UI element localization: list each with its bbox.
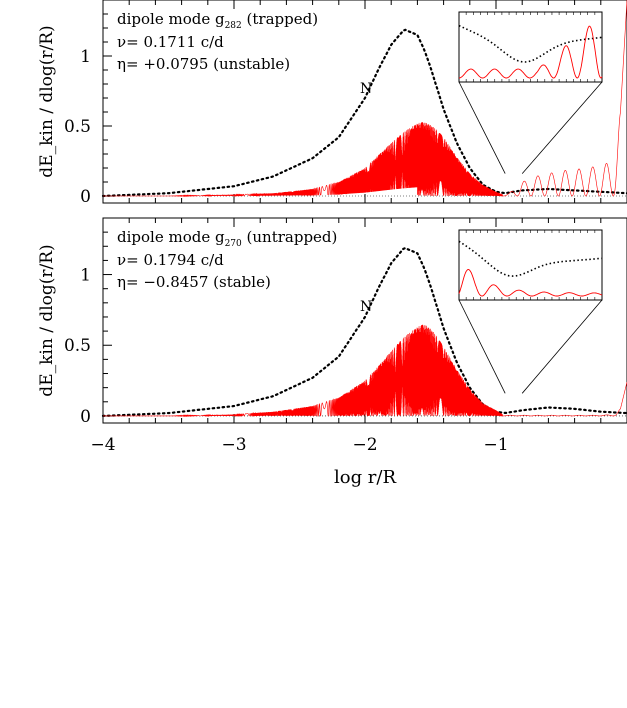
inset-zoom bbox=[458, 229, 603, 301]
y-axis-label: dE_kin / dlog(r/R) bbox=[37, 244, 57, 396]
growth-rate-label: η= −0.8457 (stable) bbox=[117, 273, 271, 291]
inset-connector bbox=[521, 81, 603, 174]
inset-frame bbox=[458, 229, 603, 301]
inset-dekin-curve bbox=[458, 269, 603, 297]
bottom-panel: 0 0.5 1 −4 −3 −2 −1 log r/R dE_kin / dlog(r/R) Nd… bbox=[37, 217, 627, 488]
frequency-label: ν= 0.1711 c/d bbox=[117, 33, 224, 51]
y-tick-label: 0 bbox=[80, 187, 91, 207]
y-tick-label: 0 bbox=[80, 407, 91, 427]
n-curve-label: N bbox=[360, 81, 372, 97]
y-tick-label: 0.5 bbox=[64, 117, 91, 137]
x-tick-label: −1 bbox=[483, 435, 508, 455]
x-tick-label: −4 bbox=[90, 435, 115, 455]
inset-connector bbox=[458, 299, 506, 394]
inset-connector bbox=[521, 299, 603, 394]
y-tick-label: 0.5 bbox=[64, 336, 91, 356]
n-curve-label: N bbox=[360, 299, 372, 315]
x-tick-label: −3 bbox=[221, 435, 246, 455]
n-curve bbox=[101, 246, 627, 417]
y-tick-label: 1 bbox=[80, 47, 91, 67]
mode-label: dipole mode g282 (trapped) bbox=[117, 10, 318, 31]
inset-dekin-curve bbox=[458, 25, 603, 79]
growth-rate-label: η= +0.0795 (unstable) bbox=[117, 55, 290, 73]
inset-frame bbox=[458, 11, 603, 83]
y-tick-label: 1 bbox=[80, 266, 91, 286]
dekin-curve bbox=[103, 324, 627, 418]
inset-n-curve bbox=[458, 240, 603, 277]
x-axis-label: log r/R bbox=[334, 467, 397, 488]
inset-connector bbox=[458, 81, 506, 174]
x-tick-label: −2 bbox=[352, 435, 377, 455]
frequency-label: ν= 0.1794 c/d bbox=[117, 251, 224, 269]
dekin-curve bbox=[103, 0, 627, 198]
inset-zoom bbox=[458, 11, 603, 83]
mode-label: dipole mode g270 (untrapped) bbox=[117, 228, 337, 249]
y-axis-label: dE_kin / dlog(r/R) bbox=[37, 25, 57, 177]
n-curve bbox=[101, 28, 627, 198]
